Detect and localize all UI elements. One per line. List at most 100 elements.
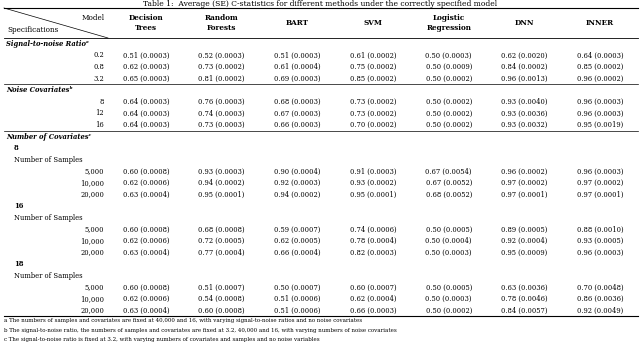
Text: 0.67 (0.0052): 0.67 (0.0052) bbox=[426, 179, 472, 187]
Text: 0.69 (0.0003): 0.69 (0.0003) bbox=[274, 74, 321, 83]
Text: 0.96 (0.0002): 0.96 (0.0002) bbox=[577, 74, 623, 83]
Text: 0.85 (0.0002): 0.85 (0.0002) bbox=[350, 74, 396, 83]
Text: 0.64 (0.0003): 0.64 (0.0003) bbox=[577, 52, 623, 59]
Text: 0.96 (0.0013): 0.96 (0.0013) bbox=[501, 74, 548, 83]
Text: 0.66 (0.0004): 0.66 (0.0004) bbox=[274, 248, 321, 257]
Text: 0.74 (0.0006): 0.74 (0.0006) bbox=[349, 226, 396, 233]
Text: SVM: SVM bbox=[364, 19, 383, 27]
Text: 0.96 (0.0003): 0.96 (0.0003) bbox=[577, 248, 623, 257]
Text: 0.51 (0.0006): 0.51 (0.0006) bbox=[274, 295, 321, 303]
Text: 0.51 (0.0003): 0.51 (0.0003) bbox=[274, 52, 321, 59]
Text: 0.50 (0.0002): 0.50 (0.0002) bbox=[426, 121, 472, 129]
Text: 0.50 (0.0003): 0.50 (0.0003) bbox=[426, 248, 472, 257]
Text: 0.65 (0.0003): 0.65 (0.0003) bbox=[123, 74, 169, 83]
Text: 0.93 (0.0040): 0.93 (0.0040) bbox=[501, 98, 548, 106]
Text: 20,000: 20,000 bbox=[80, 190, 104, 199]
Text: Random
Forests: Random Forests bbox=[205, 14, 239, 32]
Text: 0.62 (0.0006): 0.62 (0.0006) bbox=[123, 295, 169, 303]
Text: 0.63 (0.0036): 0.63 (0.0036) bbox=[501, 284, 548, 291]
Text: 0.97 (0.0002): 0.97 (0.0002) bbox=[577, 179, 623, 187]
Text: b The signal-to-noise ratio, the numbers of samples and covariates are fixed at : b The signal-to-noise ratio, the numbers… bbox=[4, 328, 397, 333]
Text: 0.92 (0.0004): 0.92 (0.0004) bbox=[501, 237, 548, 245]
Text: 0.50 (0.0005): 0.50 (0.0005) bbox=[426, 226, 472, 233]
Text: 10,000: 10,000 bbox=[80, 179, 104, 187]
Text: 0.8: 0.8 bbox=[93, 63, 104, 71]
Text: 0.73 (0.0003): 0.73 (0.0003) bbox=[198, 121, 245, 129]
Text: 0.96 (0.0003): 0.96 (0.0003) bbox=[577, 110, 623, 117]
Text: 3.2: 3.2 bbox=[93, 74, 104, 83]
Text: 0.95 (0.0009): 0.95 (0.0009) bbox=[501, 248, 548, 257]
Text: Logistic
Regression: Logistic Regression bbox=[426, 14, 471, 32]
Text: 0.60 (0.0008): 0.60 (0.0008) bbox=[122, 168, 169, 175]
Text: 0.51 (0.0006): 0.51 (0.0006) bbox=[274, 306, 321, 315]
Text: 16: 16 bbox=[14, 202, 24, 210]
Text: 0.93 (0.0003): 0.93 (0.0003) bbox=[198, 168, 245, 175]
Text: 0.93 (0.0002): 0.93 (0.0002) bbox=[350, 179, 396, 187]
Text: 0.68 (0.0003): 0.68 (0.0003) bbox=[274, 98, 321, 106]
Text: 5,000: 5,000 bbox=[84, 226, 104, 233]
Text: 8: 8 bbox=[14, 144, 19, 152]
Text: c The signal-to-noise ratio is fixed at 3.2, with varying numbers of covariates : c The signal-to-noise ratio is fixed at … bbox=[4, 337, 319, 342]
Text: 0.62 (0.0005): 0.62 (0.0005) bbox=[274, 237, 321, 245]
Text: 10,000: 10,000 bbox=[80, 237, 104, 245]
Text: Noise Covariatesᵇ: Noise Covariatesᵇ bbox=[6, 86, 73, 94]
Text: 0.73 (0.0002): 0.73 (0.0002) bbox=[198, 63, 245, 71]
Text: 0.88 (0.0010): 0.88 (0.0010) bbox=[577, 226, 623, 233]
Text: 0.93 (0.0032): 0.93 (0.0032) bbox=[501, 121, 548, 129]
Text: 0.54 (0.0008): 0.54 (0.0008) bbox=[198, 295, 245, 303]
Text: 0.97 (0.0001): 0.97 (0.0001) bbox=[577, 190, 623, 199]
Text: 0.2: 0.2 bbox=[93, 52, 104, 59]
Text: 0.93 (0.0005): 0.93 (0.0005) bbox=[577, 237, 623, 245]
Text: 0.61 (0.0002): 0.61 (0.0002) bbox=[349, 52, 396, 59]
Text: 0.67 (0.0003): 0.67 (0.0003) bbox=[274, 110, 321, 117]
Text: 0.60 (0.0008): 0.60 (0.0008) bbox=[198, 306, 245, 315]
Text: 0.82 (0.0003): 0.82 (0.0003) bbox=[349, 248, 396, 257]
Text: 0.84 (0.0057): 0.84 (0.0057) bbox=[501, 306, 548, 315]
Text: 0.63 (0.0004): 0.63 (0.0004) bbox=[122, 306, 169, 315]
Text: 0.74 (0.0003): 0.74 (0.0003) bbox=[198, 110, 245, 117]
Text: 5,000: 5,000 bbox=[84, 284, 104, 291]
Text: Number of Samples: Number of Samples bbox=[14, 156, 83, 164]
Text: 0.92 (0.0003): 0.92 (0.0003) bbox=[274, 179, 321, 187]
Text: 5,000: 5,000 bbox=[84, 168, 104, 175]
Text: 0.89 (0.0005): 0.89 (0.0005) bbox=[501, 226, 548, 233]
Text: 0.78 (0.0004): 0.78 (0.0004) bbox=[349, 237, 396, 245]
Text: DNN: DNN bbox=[515, 19, 534, 27]
Text: 0.97 (0.0001): 0.97 (0.0001) bbox=[501, 190, 548, 199]
Text: 0.70 (0.0002): 0.70 (0.0002) bbox=[349, 121, 396, 129]
Text: 0.77 (0.0004): 0.77 (0.0004) bbox=[198, 248, 245, 257]
Text: 0.84 (0.0002): 0.84 (0.0002) bbox=[501, 63, 548, 71]
Text: INNER: INNER bbox=[586, 19, 614, 27]
Text: 0.94 (0.0002): 0.94 (0.0002) bbox=[274, 190, 321, 199]
Text: 0.95 (0.0001): 0.95 (0.0001) bbox=[350, 190, 396, 199]
Text: 0.64 (0.0003): 0.64 (0.0003) bbox=[122, 121, 169, 129]
Text: 0.63 (0.0004): 0.63 (0.0004) bbox=[122, 190, 169, 199]
Text: 0.66 (0.0003): 0.66 (0.0003) bbox=[349, 306, 396, 315]
Text: 18: 18 bbox=[14, 260, 24, 268]
Text: 0.60 (0.0007): 0.60 (0.0007) bbox=[349, 284, 396, 291]
Text: 0.96 (0.0003): 0.96 (0.0003) bbox=[577, 98, 623, 106]
Text: 0.64 (0.0003): 0.64 (0.0003) bbox=[122, 98, 169, 106]
Text: 0.75 (0.0002): 0.75 (0.0002) bbox=[350, 63, 396, 71]
Text: 0.64 (0.0003): 0.64 (0.0003) bbox=[122, 110, 169, 117]
Text: Number of Samples: Number of Samples bbox=[14, 214, 83, 222]
Text: 0.95 (0.0001): 0.95 (0.0001) bbox=[198, 190, 244, 199]
Text: 0.62 (0.0006): 0.62 (0.0006) bbox=[123, 179, 169, 187]
Text: 0.68 (0.0052): 0.68 (0.0052) bbox=[426, 190, 472, 199]
Text: 0.81 (0.0002): 0.81 (0.0002) bbox=[198, 74, 245, 83]
Text: Table 1:  Average (SE) C-statistics for different methods under the correctly sp: Table 1: Average (SE) C-statistics for d… bbox=[143, 0, 497, 9]
Text: 0.60 (0.0008): 0.60 (0.0008) bbox=[122, 226, 169, 233]
Text: 0.78 (0.0046): 0.78 (0.0046) bbox=[501, 295, 548, 303]
Text: a The numbers of samples and covariates are fixed at 40,000 and 16, with varying: a The numbers of samples and covariates … bbox=[4, 318, 362, 323]
Text: 0.86 (0.0036): 0.86 (0.0036) bbox=[577, 295, 623, 303]
Text: 0.50 (0.0003): 0.50 (0.0003) bbox=[426, 52, 472, 59]
Text: 8: 8 bbox=[100, 98, 104, 106]
Text: Signal-to-noise Ratioᵃ: Signal-to-noise Ratioᵃ bbox=[6, 40, 89, 48]
Text: BART: BART bbox=[286, 19, 308, 27]
Text: 0.50 (0.0002): 0.50 (0.0002) bbox=[426, 306, 472, 315]
Text: 0.50 (0.0002): 0.50 (0.0002) bbox=[426, 110, 472, 117]
Text: 0.72 (0.0005): 0.72 (0.0005) bbox=[198, 237, 244, 245]
Text: 0.50 (0.0002): 0.50 (0.0002) bbox=[426, 74, 472, 83]
Text: 0.91 (0.0003): 0.91 (0.0003) bbox=[349, 168, 396, 175]
Text: 0.66 (0.0003): 0.66 (0.0003) bbox=[274, 121, 321, 129]
